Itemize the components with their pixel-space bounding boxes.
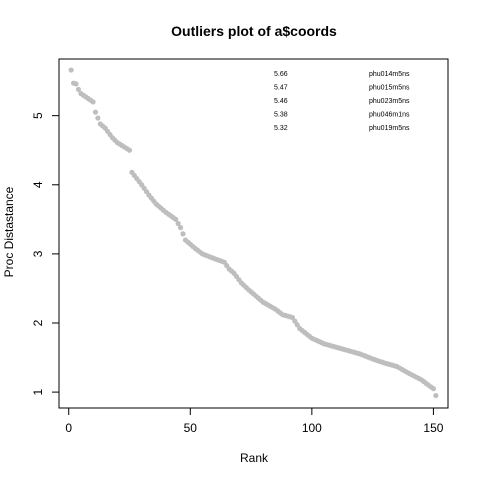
outlier-id: phu014m5ns <box>369 71 410 78</box>
data-point <box>180 231 185 236</box>
outlier-annotations: 5.66 phu014m5ns 5.47 phu015m5ns 5.46 phu023m5… <box>274 71 410 132</box>
y-axis: 1 2 3 4 5 <box>31 112 59 395</box>
data-point <box>178 225 183 230</box>
data-point <box>73 81 78 86</box>
outlier-id: phu046m1ns <box>369 112 410 119</box>
y-tick-label: 1 <box>31 388 45 395</box>
outlier-value: 5.32 <box>274 125 288 132</box>
x-axis-label: Rank <box>240 451 269 465</box>
data-point <box>93 110 98 115</box>
data-point <box>90 99 95 104</box>
data-point <box>431 386 436 391</box>
outlier-value: 5.46 <box>274 98 288 105</box>
x-tick-label: 150 <box>423 421 443 435</box>
outlier-value: 5.47 <box>274 85 288 92</box>
outlier-id: phu019m5ns <box>369 125 410 132</box>
y-tick-label: 4 <box>31 181 45 188</box>
outlier-id: phu023m5ns <box>369 98 410 105</box>
data-point <box>95 115 100 120</box>
y-tick-label: 3 <box>31 250 45 257</box>
x-tick-label: 50 <box>184 421 198 435</box>
data-point <box>433 393 438 398</box>
chart-title: Outliers plot of a$coords <box>171 23 337 39</box>
outlier-value: 5.38 <box>274 112 288 119</box>
data-point <box>69 67 74 72</box>
x-axis: 0 50 100 150 <box>65 408 443 435</box>
y-tick-label: 5 <box>31 112 45 119</box>
outlier-id: phu015m5ns <box>369 85 410 92</box>
y-axis-label: Proc Distastance <box>2 186 16 277</box>
x-tick-label: 100 <box>302 421 322 435</box>
data-point <box>127 148 132 153</box>
outlier-value: 5.66 <box>274 71 288 78</box>
x-tick-label: 0 <box>65 421 72 435</box>
y-tick-label: 2 <box>31 319 45 326</box>
